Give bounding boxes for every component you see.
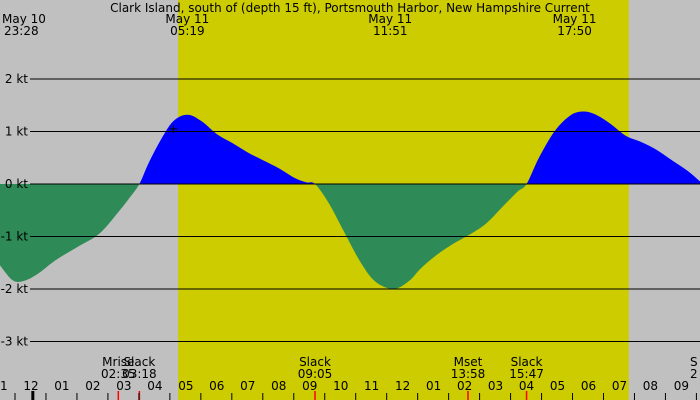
hour-label: 01 [54,379,69,393]
hour-label: 10 [333,379,348,393]
hour-label: 12 [23,379,38,393]
hour-label: 11 [364,379,379,393]
top-date-label: May 10 [2,12,46,26]
markers [31,124,178,400]
event-name: Slack [123,355,155,369]
hour-label: 07 [240,379,255,393]
event-time: 13:58 [451,367,486,381]
hour-label: 07 [612,379,627,393]
event-name: Slack [299,355,331,369]
top-time-label: 05:19 [170,24,205,38]
hour-label: 06 [581,379,596,393]
event-time: 2 [690,367,698,381]
hour-label: 04 [519,379,534,393]
top-date-label: May 11 [165,12,209,26]
hour-label: 04 [147,379,162,393]
hour-label: 03 [488,379,503,393]
top-time-label: 23:28 [4,24,39,38]
hour-label: 02 [85,379,100,393]
hour-label: 08 [271,379,286,393]
hour-label: 08 [643,379,658,393]
y-tick-label: -1 kt [1,230,29,244]
hour-label: 05 [550,379,565,393]
hour-label: 02 [457,379,472,393]
hour-label: 03 [116,379,131,393]
event-time: 09:05 [298,367,333,381]
event-time: 03:18 [122,367,157,381]
y-tick-label: 1 kt [5,125,28,139]
flood-area [0,111,700,184]
y-tick-label: -3 kt [1,335,29,349]
event-name: Mset [454,355,483,369]
hour-label: 05 [178,379,193,393]
y-tick-label: -2 kt [1,282,29,296]
y-tick-label: 0 kt [5,177,28,191]
hour-label: 06 [209,379,224,393]
hour-label: 12 [395,379,410,393]
event-time: 15:47 [509,367,544,381]
hour-label: 09 [674,379,689,393]
event-name: Slack [511,355,543,369]
event-name: S [690,355,698,369]
hour-label: 01 [426,379,441,393]
top-date-label: May 11 [553,12,597,26]
event-name: Mrise [102,355,134,369]
hour-label: 11 [0,379,8,393]
top-date-label: May 11 [368,12,412,26]
top-time-label: 17:50 [557,24,592,38]
y-axis-labels: 2 kt 1 kt 0 kt -1 kt -2 kt -3 kt [1,72,29,349]
event-time: 02:35 [101,367,136,381]
hour-tick-labels: 11 12 01 02 03 04 05 06 07 08 09 10 11 12 01 02 03 04 05 06… [0,379,697,400]
event-labels: Mrise02:35Slack03:18Slack09:05Mset13:58S… [101,355,698,400]
hour-label: 09 [302,379,317,393]
y-tick-label: 2 kt [5,72,28,86]
gridlines [30,78,700,342]
chart-title: Clark Island, south of (depth 15 ft), Po… [110,1,590,15]
top-time-label: 11:51 [373,24,408,38]
